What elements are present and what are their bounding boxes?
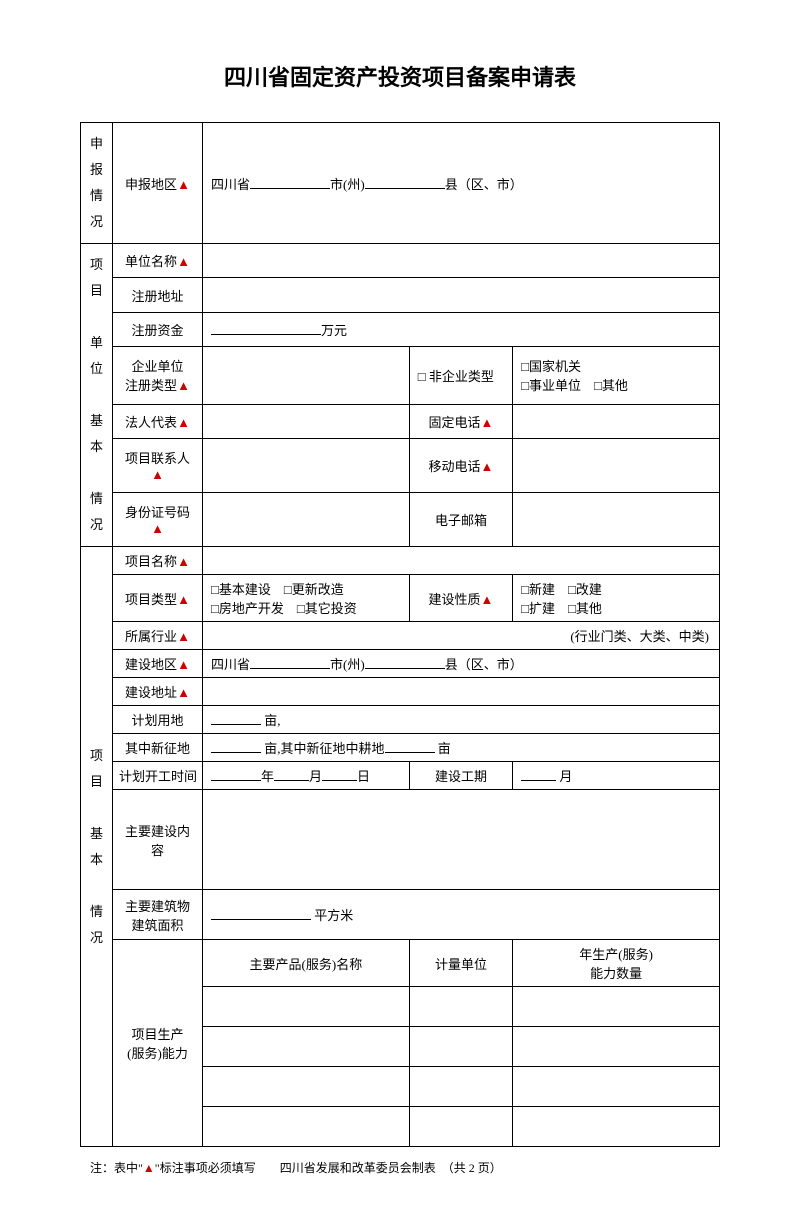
- build-nature-checkboxes[interactable]: □新建 □改建 □扩建 □其他: [513, 575, 720, 622]
- mobile-label: 移动电话▲: [409, 439, 512, 493]
- table-row[interactable]: [513, 1107, 720, 1147]
- table-row[interactable]: [409, 1067, 512, 1107]
- reg-capital-label: 注册资金: [113, 312, 203, 346]
- planned-land-value[interactable]: 亩,: [203, 706, 720, 734]
- proj-type-label: 项目类型▲: [113, 575, 203, 622]
- fixed-phone-label: 固定电话▲: [409, 404, 512, 438]
- section3-header: 项目基本情况: [81, 547, 113, 1147]
- id-no-label: 身份证号码▲: [113, 492, 203, 546]
- main-building-label: 主要建筑物建筑面积: [113, 890, 203, 940]
- table-row[interactable]: [513, 1027, 720, 1067]
- mobile-value[interactable]: [513, 439, 720, 493]
- table-row[interactable]: [513, 1067, 720, 1107]
- proj-name-value[interactable]: [203, 547, 720, 575]
- contact-label: 项目联系人▲: [113, 439, 203, 493]
- page-title: 四川省固定资产投资项目备案申请表: [80, 60, 720, 92]
- build-region-value[interactable]: 四川省市(州)县（区、市）: [203, 650, 720, 678]
- industry-label: 所属行业▲: [113, 622, 203, 650]
- table-row[interactable]: [203, 1067, 410, 1107]
- main-content-value[interactable]: [203, 790, 720, 890]
- org-type-checkboxes[interactable]: □国家机关 □事业单位 □其他: [513, 347, 720, 405]
- new-land-label: 其中新征地: [113, 734, 203, 762]
- build-addr-label: 建设地址▲: [113, 678, 203, 706]
- build-period-value[interactable]: 月: [513, 762, 720, 790]
- main-building-value[interactable]: 平方米: [203, 890, 720, 940]
- footnote: 注：表中"▲"标注事项必须填写 四川省发展和改革委员会制表 （共 2 页）: [80, 1159, 720, 1176]
- reg-addr-value[interactable]: [203, 278, 720, 312]
- proj-type-checkboxes[interactable]: □基本建设 □更新改造 □房地产开发 □其它投资: [203, 575, 410, 622]
- build-region-label: 建设地区▲: [113, 650, 203, 678]
- unit-header: 计量单位: [409, 940, 512, 987]
- table-row[interactable]: [409, 1107, 512, 1147]
- start-time-label: 计划开工时间: [113, 762, 203, 790]
- legal-rep-value[interactable]: [203, 404, 410, 438]
- new-land-value[interactable]: 亩,其中新征地中耕地 亩: [203, 734, 720, 762]
- region-label: 申报地区▲: [113, 123, 203, 244]
- application-form: 申报情况 申报地区▲ 四川省市(州)县（区、市） 项目单位基本情况 单位名称▲ …: [80, 122, 720, 1147]
- id-no-value[interactable]: [203, 492, 410, 546]
- reg-addr-label: 注册地址: [113, 278, 203, 312]
- table-row[interactable]: [409, 987, 512, 1027]
- table-row[interactable]: [513, 987, 720, 1027]
- table-row[interactable]: [203, 1027, 410, 1067]
- prod-capacity-label: 项目生产(服务)能力: [113, 940, 203, 1147]
- section1-header: 申报情况: [81, 123, 113, 244]
- reg-type-label: 企业单位注册类型▲: [113, 347, 203, 405]
- legal-rep-label: 法人代表▲: [113, 404, 203, 438]
- region-value[interactable]: 四川省市(州)县（区、市）: [203, 123, 720, 244]
- contact-value[interactable]: [203, 439, 410, 493]
- table-row[interactable]: [203, 1107, 410, 1147]
- unit-name-label: 单位名称▲: [113, 244, 203, 278]
- fixed-phone-value[interactable]: [513, 404, 720, 438]
- industry-value[interactable]: (行业门类、大类、中类): [203, 622, 720, 650]
- main-content-label: 主要建设内容: [113, 790, 203, 890]
- table-row[interactable]: [203, 987, 410, 1027]
- table-row[interactable]: [409, 1027, 512, 1067]
- email-label: 电子邮箱: [409, 492, 512, 546]
- build-period-label: 建设工期: [409, 762, 512, 790]
- email-value[interactable]: [513, 492, 720, 546]
- build-nature-label: 建设性质▲: [409, 575, 512, 622]
- section2-header: 项目单位基本情况: [81, 244, 113, 547]
- enterprise-type-value[interactable]: [203, 347, 410, 405]
- start-time-value[interactable]: 年月日: [203, 762, 410, 790]
- prod-name-header: 主要产品(服务)名称: [203, 940, 410, 987]
- unit-name-value[interactable]: [203, 244, 720, 278]
- non-enterprise-checkbox[interactable]: □ 非企业类型: [409, 347, 512, 405]
- build-addr-value[interactable]: [203, 678, 720, 706]
- proj-name-label: 项目名称▲: [113, 547, 203, 575]
- annual-qty-header: 年生产(服务)能力数量: [513, 940, 720, 987]
- reg-capital-value[interactable]: 万元: [203, 312, 720, 346]
- planned-land-label: 计划用地: [113, 706, 203, 734]
